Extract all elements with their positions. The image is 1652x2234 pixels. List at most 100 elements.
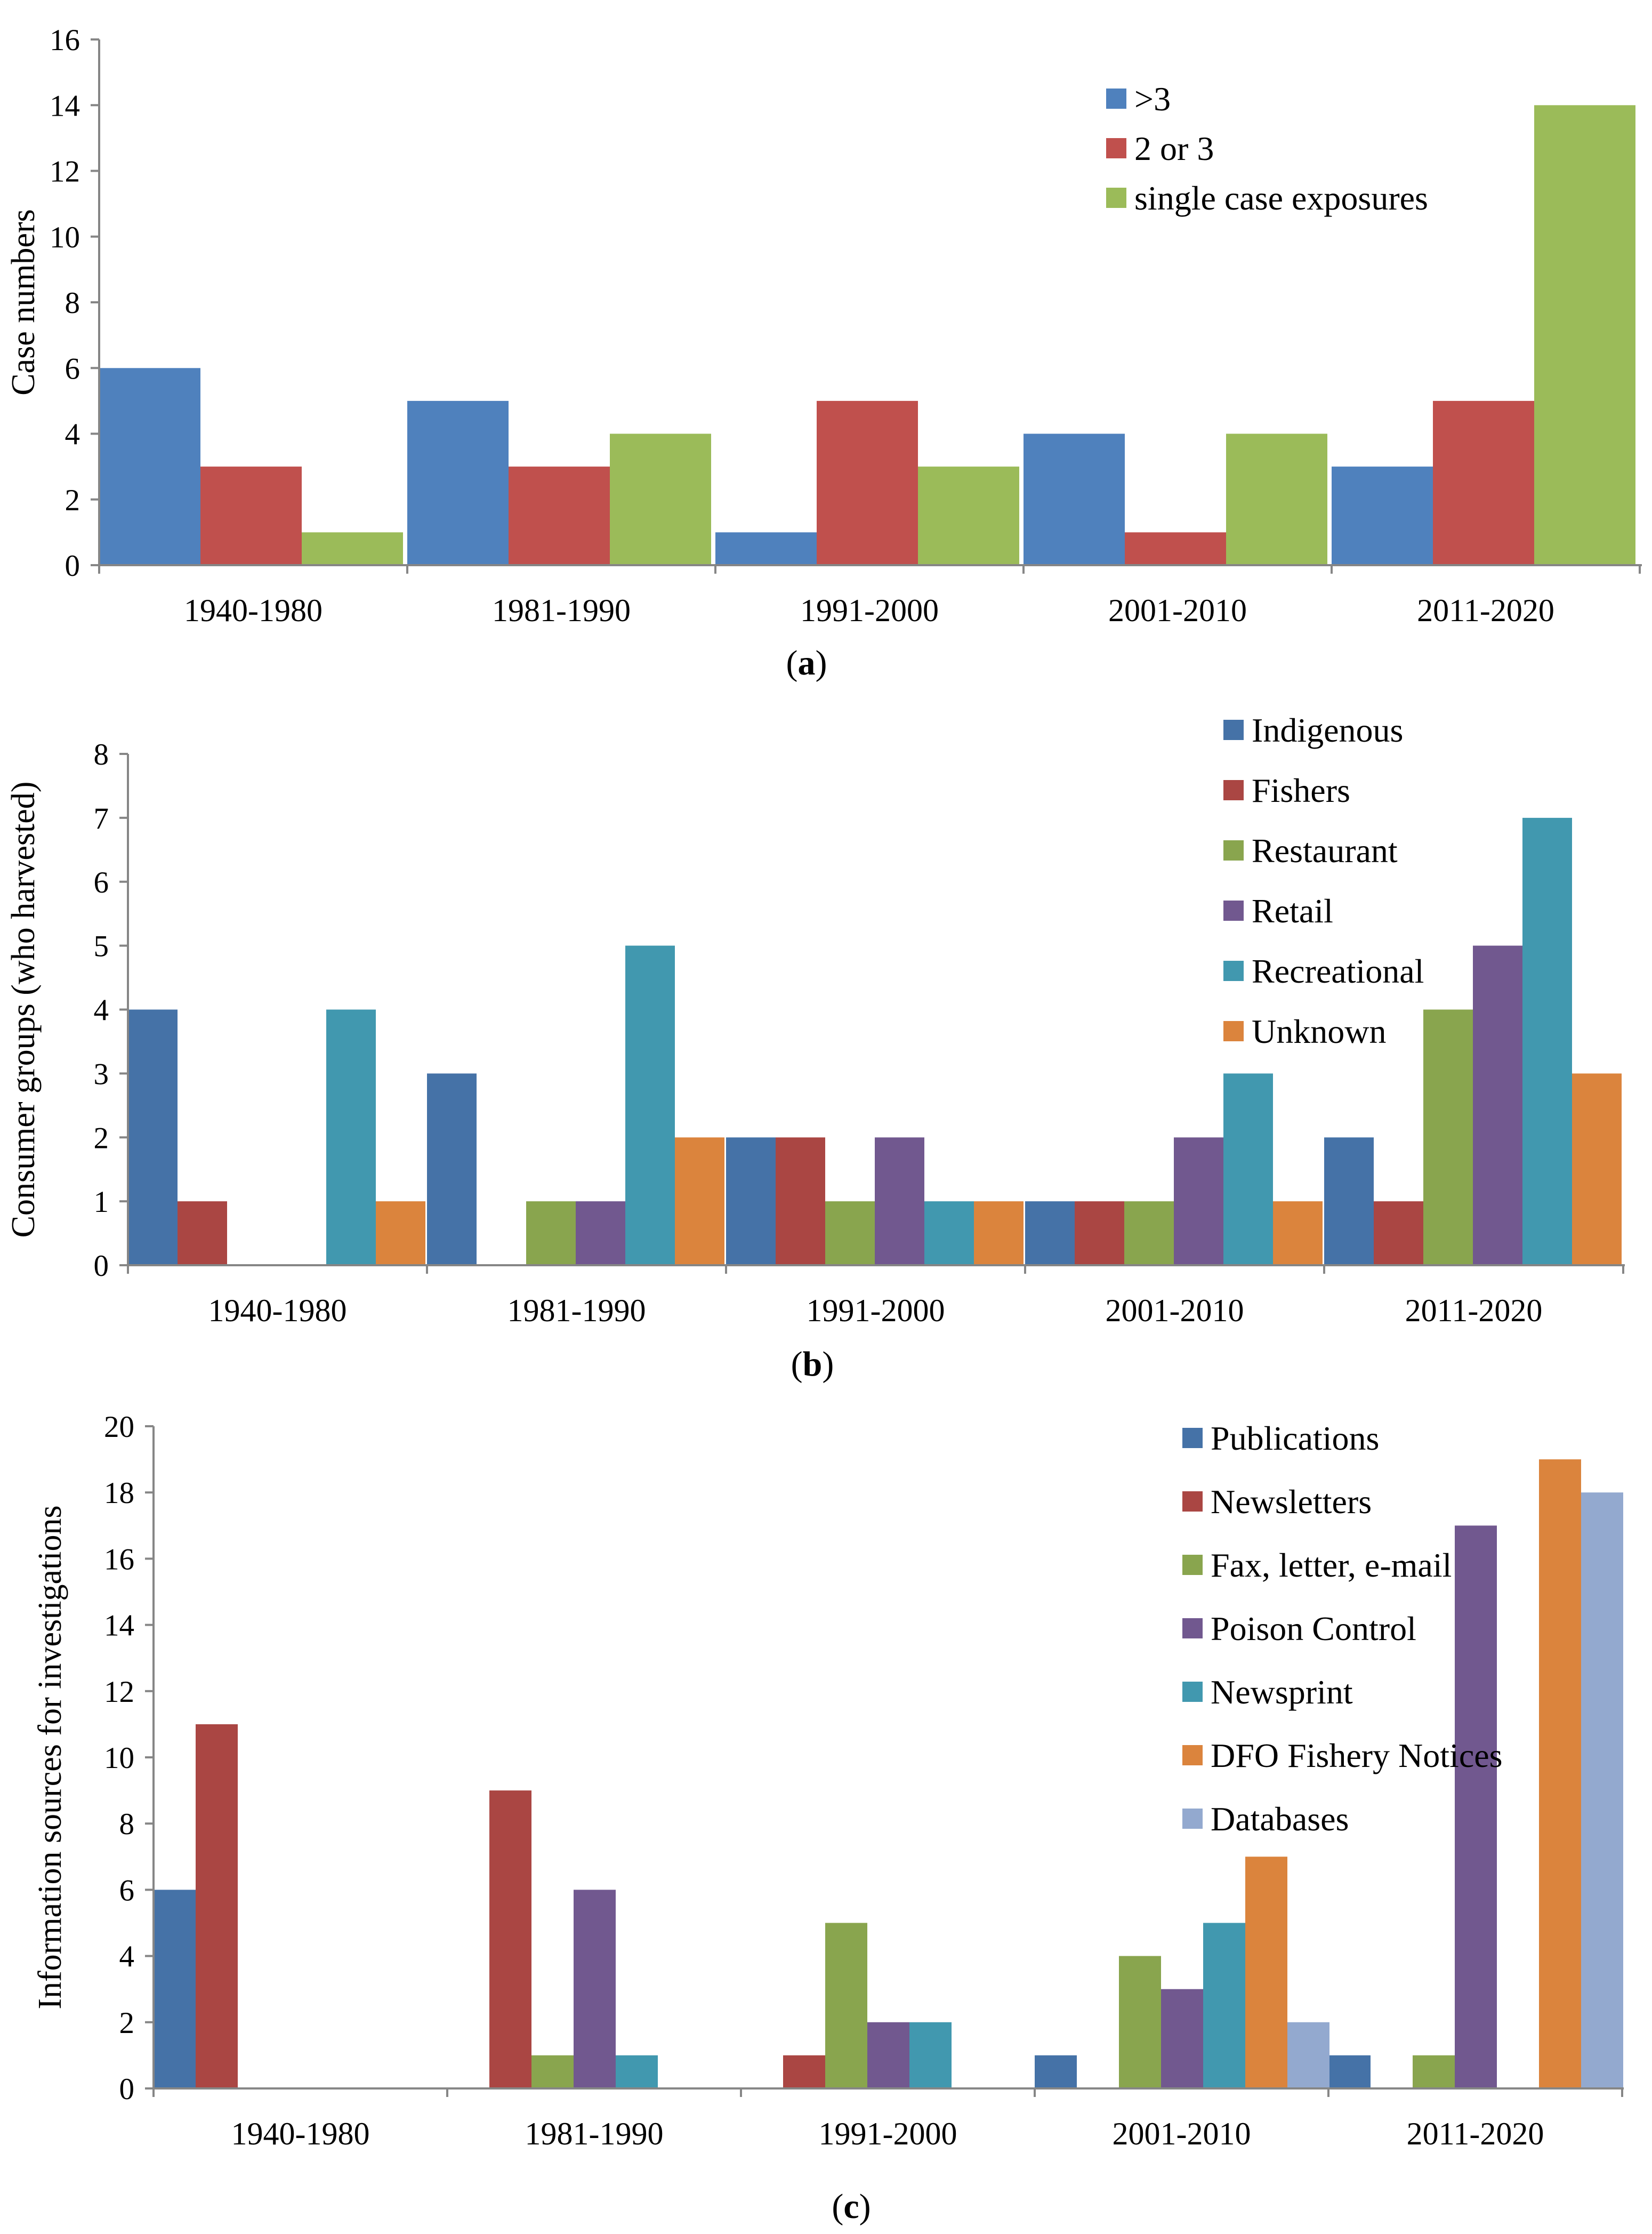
- panel-c-legend-label: Newsletters: [1211, 1483, 1372, 1521]
- panel-b-legend-swatch: [1223, 1021, 1244, 1041]
- panel-b-bar-fishers-2001-2010: [1075, 1201, 1124, 1265]
- panel-a-bar-single-case-exposures-1940-1980: [302, 532, 403, 565]
- panel-b-legend-label: Restaurant: [1252, 832, 1398, 870]
- panel-a-bar-2-or-3-1981-1990: [509, 467, 610, 565]
- panel-a-y-tick-label: 4: [65, 418, 80, 452]
- panel-b-bar-unknown-1940-1980: [376, 1201, 425, 1265]
- panel-a-bar-single-case-exposures-2001-2010: [1226, 433, 1327, 565]
- panel-b-legend-swatch: [1223, 780, 1244, 800]
- panel-a-y-tick-label: 8: [65, 286, 80, 320]
- panel-c-legend-swatch: [1182, 1428, 1203, 1448]
- panel-a-bar--3-1940-1980: [99, 368, 200, 566]
- panel-c-label: (c): [832, 2187, 871, 2226]
- panel-c-bar-newsletters-1981-1990: [489, 1790, 531, 2088]
- panel-c-legend-swatch: [1182, 1618, 1203, 1638]
- panel-b-y-tick-label: 4: [94, 994, 109, 1027]
- panel-c-bar-newsletters-1991-2000: [783, 2055, 825, 2088]
- panel-c-y-tick-label: 12: [104, 1675, 134, 1709]
- panel-b-bar-restaurant-1991-2000: [825, 1201, 875, 1265]
- panel-a-bar--3-1981-1990: [407, 400, 509, 565]
- panel-c-bar-dfo-fishery-notices-2011-2020: [1539, 1459, 1581, 2088]
- panel-b-legend-swatch: [1223, 840, 1244, 861]
- panel-c-bar-fax-letter-e-mail-2011-2020: [1413, 2055, 1455, 2088]
- panel-b-bar-indigenous-1981-1990: [427, 1073, 477, 1265]
- panel-b-x-tick-label: 1940-1980: [208, 1293, 347, 1328]
- panel-b-bar-unknown-1991-2000: [974, 1201, 1024, 1265]
- panel-b-bar-recreational-2001-2010: [1223, 1073, 1273, 1265]
- panel-a-legend-swatch: [1106, 89, 1126, 109]
- panel-c-y-tick-label: 14: [104, 1609, 134, 1643]
- panel-b-bar-recreational-2011-2020: [1522, 817, 1572, 1265]
- panel-b-legend-label: Recreational: [1252, 952, 1424, 990]
- panel-c-bar-newsletters-1940-1980: [196, 1724, 238, 2088]
- panel-b-legend-label: Unknown: [1252, 1012, 1386, 1050]
- panel-b-y-tick-label: 2: [94, 1121, 109, 1155]
- panel-b-bar-retail-2001-2010: [1174, 1137, 1223, 1266]
- panel-a-y-tick-label: 14: [50, 89, 80, 123]
- panel-a-bar-2-or-3-2001-2010: [1125, 532, 1226, 565]
- panel-c-bar-fax-letter-e-mail-1981-1990: [531, 2055, 574, 2088]
- panel-b-y-tick-label: 7: [94, 802, 109, 835]
- panel-b-bar-recreational-1981-1990: [625, 945, 675, 1265]
- panel-c-bar-poison-control-1991-2000: [867, 2022, 909, 2088]
- panel-c-x-tick-label: 2011-2020: [1407, 2116, 1544, 2151]
- panel-b-legend-label: Indigenous: [1252, 711, 1403, 749]
- panel-c-bar-databases-2001-2010: [1287, 2022, 1329, 2088]
- panel-c-bar-newsprint-2001-2010: [1203, 1923, 1245, 2088]
- panel-b-bar-retail-2011-2020: [1473, 945, 1522, 1265]
- panel-c-x-tick-label: 1940-1980: [231, 2116, 370, 2151]
- panel-c-legend-swatch: [1182, 1555, 1203, 1575]
- panel-c-bar-fax-letter-e-mail-2001-2010: [1119, 1956, 1161, 2088]
- panel-c-legend-label: Newsprint: [1211, 1673, 1353, 1711]
- panel-c-bar-publications-2001-2010: [1035, 2055, 1077, 2088]
- panel-b-bar-retail-1981-1990: [576, 1201, 625, 1265]
- panel-b-legend-label: Fishers: [1252, 772, 1350, 809]
- panel-c-bar-dfo-fishery-notices-2001-2010: [1245, 1857, 1287, 2088]
- panel-a-bar--3-2011-2020: [1332, 467, 1433, 565]
- panel-b-legend-swatch: [1223, 901, 1244, 921]
- panel-b-x-tick-label: 2011-2020: [1405, 1293, 1543, 1328]
- panel-b-bar-unknown-2011-2020: [1572, 1073, 1622, 1265]
- panel-a-y-tick-label: 12: [50, 155, 80, 189]
- panel-b-y-tick-label: 5: [94, 930, 109, 963]
- panel-a-x-tick-label: 1991-2000: [800, 593, 939, 628]
- panel-b-x-tick-label: 1991-2000: [807, 1293, 945, 1328]
- panel-c-y-tick-label: 18: [104, 1476, 134, 1510]
- panel-c-bar-poison-control-2001-2010: [1161, 1989, 1203, 2088]
- panel-b-bar-restaurant-2001-2010: [1124, 1201, 1174, 1265]
- panel-a-legend-swatch: [1106, 138, 1126, 158]
- panel-b-bar-fishers-2011-2020: [1374, 1201, 1423, 1265]
- panel-b-bar-restaurant-2011-2020: [1423, 1009, 1473, 1265]
- panel-a-legend-label: 2 or 3: [1134, 130, 1214, 167]
- panel-a-label: (a): [786, 644, 827, 682]
- panel-a-x-tick-label: 2001-2010: [1108, 593, 1247, 628]
- panel-b-bar-recreational-1940-1980: [326, 1009, 376, 1265]
- panel-c-y-tick-label: 16: [104, 1542, 134, 1576]
- panel-b-bar-unknown-1981-1990: [675, 1137, 724, 1266]
- panel-c: 0 2 4 6 8 10 12 14 16 18 20 1940-1980 1981-1990 1991-…: [32, 1410, 1624, 2226]
- panel-c-legend-label: Poison Control: [1211, 1610, 1416, 1648]
- panel-a-y-tick-label: 0: [65, 549, 80, 583]
- panel-b-bar-restaurant-1981-1990: [526, 1201, 576, 1265]
- panel-b-bar-fishers-1940-1980: [178, 1201, 227, 1265]
- panel-b-legend-label: Retail: [1252, 892, 1333, 930]
- panel-c-y-axis-title: Information sources for investigations: [32, 1505, 68, 2009]
- panel-c-x-tick-label: 2001-2010: [1113, 2116, 1251, 2151]
- panel-c-y-tick-label: 10: [104, 1741, 134, 1775]
- panel-a-y-tick-label: 10: [50, 221, 80, 254]
- panel-c-legend-swatch: [1182, 1682, 1203, 1702]
- panel-c-legend-swatch: [1182, 1491, 1203, 1512]
- panel-a-bar--3-2001-2010: [1024, 433, 1125, 565]
- panel-b-bar-fishers-1991-2000: [776, 1137, 825, 1266]
- panel-c-bar-poison-control-2011-2020: [1455, 1525, 1497, 2088]
- panel-c-x-tick-label: 1981-1990: [525, 2116, 664, 2151]
- panel-c-legend-label: DFO Fishery Notices: [1211, 1737, 1503, 1774]
- panel-c-y-tick-label: 0: [119, 2072, 135, 2106]
- panel-c-bar-publications-2011-2020: [1328, 2055, 1371, 2088]
- panel-b-bar-recreational-1991-2000: [924, 1201, 974, 1265]
- panel-b-x-tick-label: 2001-2010: [1106, 1293, 1244, 1328]
- panel-b-bar-indigenous-1940-1980: [128, 1009, 178, 1265]
- panel-a-bar-single-case-exposures-2011-2020: [1534, 105, 1635, 566]
- panel-c-legend-swatch: [1182, 1809, 1203, 1829]
